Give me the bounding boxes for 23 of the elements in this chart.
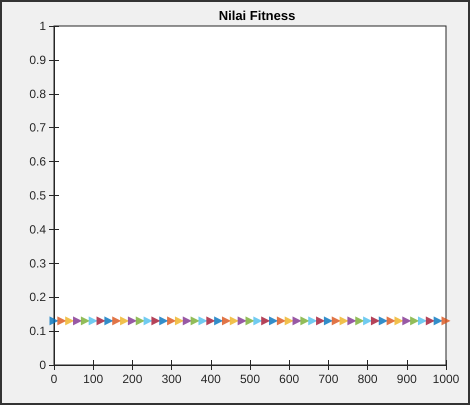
y-tick-label: 0: [39, 358, 46, 372]
x-tick-label: 1000: [432, 372, 460, 386]
y-tick-label: 1: [39, 19, 46, 33]
y-tick-label: 0.4: [29, 222, 46, 236]
x-tick-label: 700: [318, 372, 339, 386]
y-tick-label: 0.3: [29, 256, 46, 270]
x-tick-label: 300: [162, 372, 182, 386]
y-tick-label: 0.1: [29, 324, 46, 338]
chart-title: Nilai Fitness: [218, 8, 296, 23]
x-tick-label: 100: [83, 372, 104, 386]
x-tick-label: 0: [50, 372, 58, 386]
y-tick-label: 0.8: [29, 86, 46, 101]
y-tick-label: 0.6: [29, 154, 46, 169]
y-tick-label: 0.9: [29, 52, 46, 67]
x-tick-label: 800: [358, 372, 378, 386]
x-tick-label: 500: [240, 372, 260, 386]
x-tick-label: 900: [396, 372, 418, 386]
y-tick-label: 0.5: [29, 188, 46, 202]
x-tick-label: 200: [122, 372, 143, 386]
x-tick-label: 400: [200, 372, 222, 386]
y-tick-label: 0.2: [29, 290, 46, 304]
x-tick-label: 600: [279, 372, 300, 386]
y-tick-label: 0.7: [29, 120, 46, 135]
